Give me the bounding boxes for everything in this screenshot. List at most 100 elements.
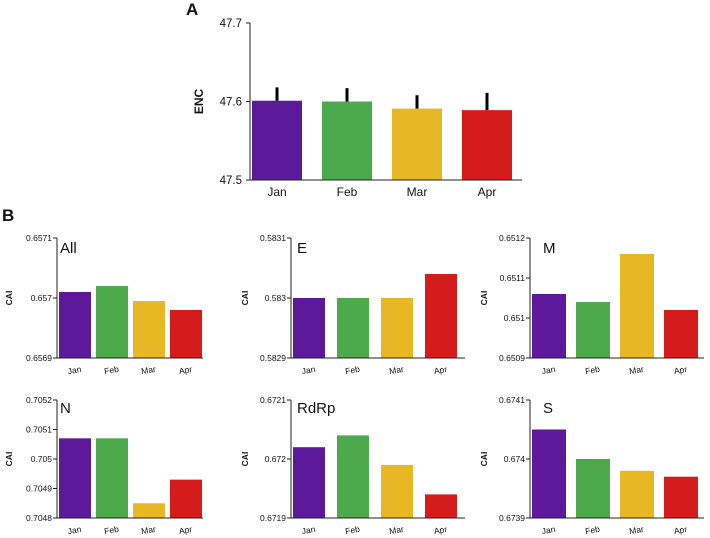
bar-all-jan bbox=[59, 292, 91, 358]
y-axis-label-all: CAI bbox=[4, 291, 14, 306]
chart-title-rdrp: RdRp bbox=[297, 400, 335, 417]
category-label-enc-feb: Feb bbox=[337, 185, 358, 199]
category-label-enc-jan: Jan bbox=[267, 185, 286, 199]
panel-label-a: A bbox=[186, 0, 198, 19]
category-label-s-apr: Apr bbox=[673, 524, 688, 536]
category-label-m-mar: Mar bbox=[628, 364, 644, 376]
y-tick-label-all-0: 0.6569 bbox=[26, 353, 52, 363]
y-tick-label-enc-0: 47.5 bbox=[220, 175, 242, 187]
category-label-e-apr: Apr bbox=[433, 364, 448, 376]
category-label-m-jan: Jan bbox=[541, 364, 557, 376]
category-label-n-apr: Apr bbox=[178, 524, 193, 536]
y-axis-label-s: CAI bbox=[479, 452, 489, 467]
bar-all-feb bbox=[96, 286, 128, 358]
bar-e-apr bbox=[425, 274, 457, 358]
y-axis-label-rdrp: CAI bbox=[240, 452, 250, 467]
bar-m-apr bbox=[664, 310, 698, 358]
chart-title-m: M bbox=[543, 240, 556, 257]
bar-m-feb bbox=[576, 302, 610, 358]
y-tick-label-m-1: 0.651 bbox=[504, 313, 526, 323]
chart-title-s: S bbox=[543, 400, 553, 417]
category-label-n-mar: Mar bbox=[140, 524, 156, 536]
category-label-all-mar: Mar bbox=[140, 364, 156, 376]
y-tick-label-m-0: 0.6509 bbox=[499, 353, 525, 363]
y-axis-label-n: CAI bbox=[4, 452, 14, 467]
bar-e-feb bbox=[337, 298, 369, 358]
chart-all: Jan Feb Mar Apr 0.6569 0.657 0.6571 CAI All bbox=[4, 233, 203, 376]
bar-enc-apr bbox=[462, 110, 512, 180]
y-tick-label-all-2: 0.6571 bbox=[26, 233, 52, 243]
category-label-m-feb: Feb bbox=[584, 364, 600, 376]
y-axis-label-enc: ENC bbox=[192, 89, 206, 115]
y-tick-label-enc-2: 47.7 bbox=[220, 18, 242, 30]
y-tick-label-m-3: 0.6512 bbox=[499, 233, 525, 243]
bar-all-apr bbox=[170, 310, 202, 358]
category-label-rdrp-jan: Jan bbox=[301, 524, 317, 536]
y-tick-label-n-1: 0.7049 bbox=[26, 484, 52, 494]
y-tick-label-m-2: 0.6511 bbox=[500, 273, 526, 283]
y-tick-label-rdrp-1: 0.672 bbox=[265, 454, 287, 464]
category-label-m-apr: Apr bbox=[673, 364, 688, 376]
bar-m-jan bbox=[532, 294, 566, 358]
y-axis-label-e: CAI bbox=[240, 291, 250, 306]
bar-rdrp-feb bbox=[337, 435, 369, 518]
y-tick-label-n-4: 0.7052 bbox=[26, 395, 52, 405]
y-tick-label-n-3: 0.7051 bbox=[26, 425, 52, 435]
bar-enc-feb bbox=[322, 101, 372, 180]
y-tick-label-rdrp-2: 0.6721 bbox=[260, 395, 286, 405]
bar-m-mar bbox=[620, 254, 654, 358]
category-label-s-jan: Jan bbox=[541, 524, 557, 536]
bar-n-apr bbox=[170, 479, 202, 518]
category-label-s-feb: Feb bbox=[584, 524, 600, 536]
bar-all-mar bbox=[133, 301, 165, 358]
y-tick-label-e-0: 0.5829 bbox=[260, 353, 286, 363]
chart-rdrp: Jan Feb Mar Apr 0.6719 0.672 0.6721 CAI RdRp bbox=[240, 395, 465, 536]
y-tick-label-n-0: 0.7048 bbox=[26, 513, 52, 523]
y-axis-label-m: CAI bbox=[479, 291, 489, 306]
category-label-e-feb: Feb bbox=[344, 364, 360, 376]
bar-enc-mar bbox=[392, 108, 442, 180]
chart-title-n: N bbox=[60, 400, 71, 417]
y-tick-label-n-2: 0.705 bbox=[31, 454, 53, 464]
category-label-rdrp-apr: Apr bbox=[433, 524, 448, 536]
category-label-n-jan: Jan bbox=[67, 524, 83, 536]
category-label-s-mar: Mar bbox=[628, 524, 644, 536]
bar-n-mar bbox=[133, 503, 165, 518]
category-label-rdrp-mar: Mar bbox=[388, 524, 404, 536]
bar-n-feb bbox=[96, 438, 128, 518]
category-label-all-jan: Jan bbox=[67, 364, 83, 376]
chart-title-e: E bbox=[297, 240, 307, 257]
category-label-rdrp-feb: Feb bbox=[344, 524, 360, 536]
bar-e-jan bbox=[293, 298, 325, 358]
bar-s-mar bbox=[620, 470, 654, 518]
y-tick-label-e-2: 0.5831 bbox=[260, 233, 286, 243]
bar-n-jan bbox=[59, 438, 91, 518]
chart-s: Jan Feb Mar Apr 0.6739 0.674 0.6741 CAI S bbox=[479, 395, 704, 536]
bar-rdrp-mar bbox=[381, 464, 413, 518]
chart-n: Jan Feb Mar Apr 0.7048 0.7049 0.705 0.7051 0.705… bbox=[4, 395, 203, 536]
category-label-e-mar: Mar bbox=[388, 364, 404, 376]
chart-m: Jan Feb Mar Apr 0.6509 0.651 0.6511 0.6512 CAI M bbox=[479, 233, 704, 376]
bar-rdrp-apr bbox=[425, 494, 457, 518]
bar-s-jan bbox=[532, 429, 566, 518]
bar-s-feb bbox=[576, 459, 610, 518]
panel-label-b: B bbox=[2, 206, 14, 225]
bar-rdrp-jan bbox=[293, 447, 325, 518]
y-tick-label-enc-1: 47.6 bbox=[220, 97, 242, 109]
chart-e: Jan Feb Mar Apr 0.5829 0.583 0.5831 CAI E bbox=[240, 233, 465, 376]
category-label-enc-mar: Mar bbox=[407, 185, 428, 199]
y-tick-label-s-1: 0.674 bbox=[504, 454, 526, 464]
y-tick-label-s-2: 0.6741 bbox=[499, 395, 525, 405]
category-label-all-feb: Feb bbox=[103, 364, 119, 376]
y-tick-label-rdrp-0: 0.6719 bbox=[260, 513, 286, 523]
category-label-n-feb: Feb bbox=[103, 524, 119, 536]
chart-title-all: All bbox=[60, 240, 77, 257]
bar-s-apr bbox=[664, 476, 698, 518]
bar-enc-jan bbox=[252, 100, 302, 180]
y-tick-label-all-1: 0.657 bbox=[31, 293, 53, 303]
charts-group: Jan Feb Mar Apr 47.5 47.6 47.7 ENC Jan Feb Mar Apr 0… bbox=[4, 18, 704, 536]
chart-enc: Jan Feb Mar Apr 47.5 47.6 47.7 ENC bbox=[192, 18, 522, 199]
category-label-all-apr: Apr bbox=[178, 364, 193, 376]
y-tick-label-e-1: 0.583 bbox=[265, 293, 287, 303]
